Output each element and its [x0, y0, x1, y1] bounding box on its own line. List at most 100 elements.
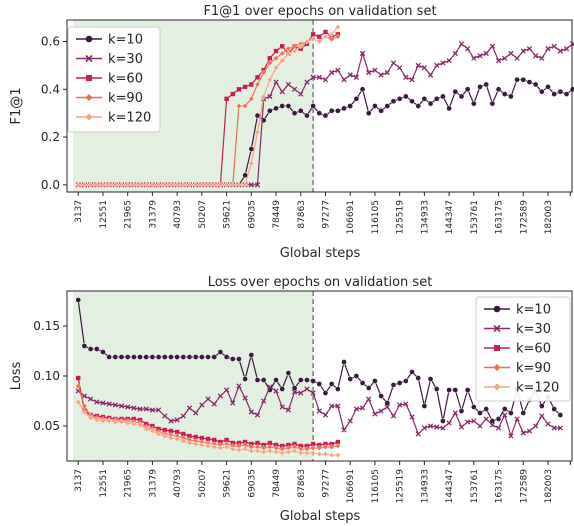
data-point-k-10 [347, 103, 354, 109]
data-point-k-30 [279, 404, 285, 410]
data-point-k-120 [112, 181, 119, 188]
data-point-k-120 [106, 418, 113, 424]
data-point-k-30 [415, 62, 421, 69]
data-point-k-10 [551, 91, 558, 97]
data-point-k-120 [248, 448, 255, 454]
data-point-k-30 [248, 409, 254, 415]
data-point-k-30 [434, 424, 440, 430]
data-point-k-10 [137, 354, 143, 360]
data-point-k-10 [538, 88, 545, 95]
x-tick-label: 116105 [371, 200, 381, 234]
x-tick-label: 106691 [346, 469, 356, 503]
data-point-k-10 [409, 369, 415, 375]
data-point-k-10 [489, 100, 496, 107]
data-point-k-60 [224, 96, 229, 102]
data-point-k-10 [483, 406, 490, 412]
data-point-k-10 [353, 95, 360, 102]
data-point-k-10 [483, 81, 490, 88]
data-point-k-30 [421, 65, 428, 71]
data-point-k-30 [483, 50, 489, 57]
data-point-k-10 [464, 86, 471, 93]
data-point-k-120 [266, 448, 273, 454]
data-point-k-10 [279, 386, 286, 392]
data-point-k-30 [298, 91, 304, 97]
data-point-k-120 [155, 181, 162, 188]
data-point-k-30 [366, 396, 372, 402]
x-tick-label: 172589 [519, 200, 529, 235]
data-point-k-30 [316, 74, 322, 80]
data-point-k-10 [372, 378, 378, 384]
data-point-k-10 [124, 354, 131, 360]
data-point-k-10 [328, 381, 335, 387]
x-tick-label: 153761 [470, 469, 480, 503]
data-point-k-10 [254, 112, 261, 119]
x-tick-label: 40793 [173, 200, 183, 229]
data-point-k-120 [100, 418, 106, 424]
data-point-k-10 [409, 98, 415, 105]
data-point-k-30 [427, 423, 434, 429]
data-point-k-120 [124, 420, 131, 426]
x-tick-label: 69035 [247, 200, 257, 229]
data-point-k-120 [143, 426, 150, 432]
x-tick-label: 50207 [198, 200, 208, 229]
legend-label: k=90 [516, 361, 551, 376]
data-point-k-120 [236, 447, 242, 453]
data-point-k-30 [205, 396, 211, 402]
data-point-k-60 [137, 417, 143, 423]
data-point-k-30 [248, 182, 254, 188]
data-point-k-30 [359, 50, 366, 57]
data-point-k-60 [323, 29, 328, 35]
data-point-k-30 [384, 404, 390, 410]
data-point-k-10 [273, 377, 279, 383]
data-point-k-30 [279, 89, 285, 95]
data-point-k-120 [266, 76, 273, 83]
legend-label: k=30 [108, 52, 143, 67]
legend-marker [493, 305, 501, 313]
data-point-k-60 [242, 439, 248, 445]
data-point-k-30 [316, 408, 322, 414]
data-point-k-60 [218, 439, 223, 445]
data-point-k-10 [520, 76, 527, 83]
data-point-k-30 [557, 48, 564, 54]
data-point-k-10 [446, 105, 452, 112]
x-tick-label: 134933 [420, 200, 430, 234]
data-point-k-30 [384, 69, 390, 76]
data-point-k-10 [297, 377, 304, 383]
data-point-k-30 [520, 430, 526, 436]
data-point-k-120 [223, 444, 230, 450]
data-point-k-30 [440, 425, 446, 431]
data-point-k-10 [396, 95, 403, 102]
data-point-k-10 [390, 98, 397, 105]
data-point-k-30 [94, 399, 100, 405]
data-point-k-30 [440, 60, 446, 66]
data-point-k-10 [168, 354, 174, 360]
data-point-k-120 [310, 450, 317, 456]
data-point-k-60 [144, 421, 149, 427]
x-tick-label: 134933 [420, 469, 430, 503]
data-point-k-30 [273, 79, 279, 85]
data-point-k-120 [242, 446, 249, 452]
data-point-k-10 [514, 76, 520, 83]
data-point-k-10 [390, 382, 397, 388]
data-point-k-30 [236, 383, 242, 389]
data-point-k-120 [124, 181, 131, 188]
x-tick-label: 163175 [495, 469, 505, 503]
data-point-k-30 [427, 72, 434, 78]
data-point-k-30 [242, 395, 248, 401]
y-tick-label: 0.05 [33, 419, 60, 433]
data-point-k-30 [310, 74, 316, 80]
chart-f1: 0.0 0.2 0.4 0.6 3137 12551 21965 31379 40793 5020… [9, 4, 574, 261]
data-point-k-30 [199, 402, 205, 408]
data-point-k-120 [180, 438, 187, 444]
data-point-k-30 [557, 425, 564, 431]
data-point-k-10 [458, 93, 465, 100]
data-point-k-10 [75, 297, 82, 303]
data-point-k-10 [100, 349, 106, 355]
data-point-k-30 [335, 67, 341, 73]
data-point-k-120 [334, 24, 341, 31]
data-point-k-30 [267, 384, 273, 390]
data-point-k-30 [304, 386, 310, 392]
data-point-k-30 [452, 50, 458, 57]
data-point-k-10 [322, 390, 329, 396]
data-point-k-90 [254, 81, 261, 88]
